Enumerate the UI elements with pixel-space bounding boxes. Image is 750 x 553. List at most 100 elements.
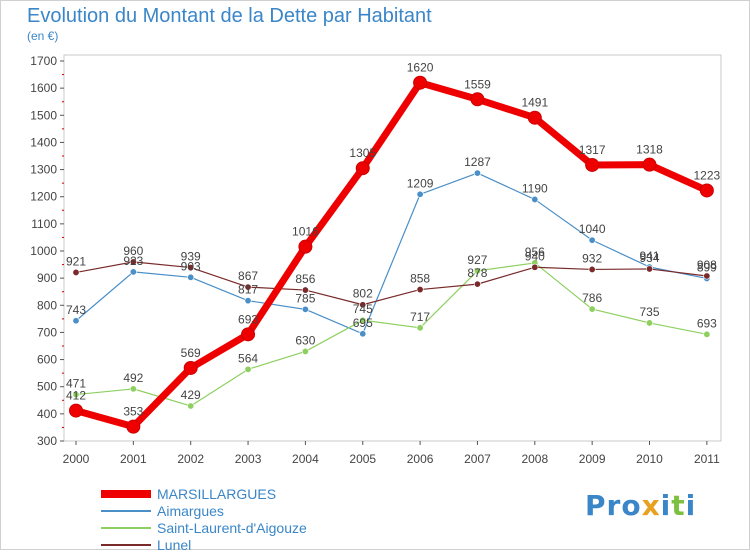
data-point (703, 330, 711, 338)
data-label: 934 (639, 251, 659, 265)
data-point (359, 330, 367, 338)
data-label: 735 (639, 305, 659, 319)
data-label: 693 (697, 316, 717, 330)
chart-title: Evolution du Montant de la Dette par Hab… (27, 5, 432, 27)
data-label: 1305 (349, 146, 376, 160)
data-label: 353 (123, 405, 143, 419)
data-point (359, 301, 367, 309)
legend-item: Saint-Laurent-d'Aigouze (101, 519, 307, 536)
legend-label: Aimargues (157, 502, 224, 519)
data-label: 867 (238, 269, 258, 283)
y-tick-label: 900 (37, 271, 57, 285)
data-point (531, 263, 539, 271)
data-label: 1223 (693, 168, 720, 182)
data-point (129, 268, 137, 276)
data-label: 908 (697, 258, 717, 272)
data-label: 1209 (407, 176, 434, 190)
data-point (642, 157, 657, 172)
data-point (244, 297, 252, 305)
data-label: 471 (66, 377, 86, 391)
data-point (416, 286, 424, 294)
data-label: 817 (238, 283, 258, 297)
x-tick-label: 2003 (235, 452, 262, 466)
proxiti-logo: Proxiti (585, 489, 697, 522)
data-point (588, 305, 596, 313)
y-tick-label: 800 (37, 298, 57, 312)
series-line-3 (75, 261, 708, 306)
data-point (69, 403, 83, 418)
data-point (301, 286, 309, 294)
data-point (72, 391, 80, 399)
data-label: 802 (353, 287, 373, 301)
legend-swatch (101, 526, 151, 529)
data-label: 743 (66, 303, 86, 317)
data-label: 923 (123, 254, 143, 268)
data-label: 1190 (522, 181, 548, 195)
data-point (531, 195, 539, 203)
x-tick-label: 2004 (292, 452, 319, 466)
y-tick-label: 1200 (30, 190, 57, 204)
data-label: 939 (181, 250, 201, 264)
data-label: 899 (697, 260, 717, 274)
x-tick-label: 2001 (120, 452, 147, 466)
data-point (699, 183, 714, 198)
data-point (470, 92, 485, 107)
x-tick-label: 2010 (636, 452, 663, 466)
data-label: 1317 (579, 143, 606, 157)
x-tick-label: 2008 (521, 452, 548, 466)
x-tick-label: 2011 (694, 452, 720, 466)
data-label: 429 (181, 388, 201, 402)
series-line-2 (75, 262, 708, 407)
chart-unit: (en €) (27, 29, 59, 43)
data-point (588, 265, 596, 273)
data-label: 695 (353, 316, 373, 330)
data-point (473, 169, 481, 177)
data-point (703, 272, 711, 280)
data-point (359, 316, 367, 324)
data-point (244, 365, 252, 373)
data-label: 1491 (521, 96, 548, 110)
plot-area (63, 54, 722, 442)
data-label: 856 (295, 272, 315, 286)
y-tick-label: 400 (37, 407, 57, 421)
y-tick-label: 700 (37, 325, 57, 339)
data-point (301, 347, 309, 355)
data-label: 630 (295, 333, 315, 347)
data-point (527, 110, 542, 125)
data-label: 412 (66, 389, 86, 403)
data-point (241, 327, 256, 342)
x-tick-label: 2005 (349, 452, 376, 466)
data-point (416, 324, 424, 332)
data-point (129, 258, 137, 266)
y-tick-label: 1400 (30, 135, 57, 149)
data-label: 878 (467, 266, 487, 280)
series-line-1 (75, 172, 708, 335)
y-tick-label: 600 (37, 353, 57, 367)
data-point (244, 283, 252, 291)
data-point (645, 265, 653, 273)
data-label: 960 (123, 244, 143, 258)
data-point (183, 360, 198, 375)
legend-item: Aimargues (101, 502, 307, 519)
y-tick-label: 1600 (30, 81, 57, 95)
y-tick-label: 1300 (30, 163, 57, 177)
legend-swatch (101, 543, 151, 546)
y-tick-label: 500 (37, 380, 57, 394)
data-point (129, 385, 137, 393)
data-label: 932 (582, 251, 602, 265)
data-label: 1040 (579, 222, 606, 236)
data-label: 858 (410, 272, 430, 286)
x-tick-label: 2009 (579, 452, 606, 466)
legend-item: MARSILLARGUES (101, 485, 307, 502)
data-label: 693 (238, 312, 258, 326)
legend: MARSILLARGUES Aimargues Saint-Laurent-d'Ai… (101, 485, 307, 553)
legend-swatch (101, 489, 151, 498)
data-label: 956 (525, 245, 545, 259)
legend-label: Saint-Laurent-d'Aigouze (157, 519, 307, 536)
legend-item: Lunel (101, 536, 307, 553)
y-tick-label: 1100 (31, 217, 57, 231)
data-point (72, 268, 80, 276)
data-label: 1287 (464, 155, 491, 169)
x-tick-label: 2006 (407, 452, 434, 466)
